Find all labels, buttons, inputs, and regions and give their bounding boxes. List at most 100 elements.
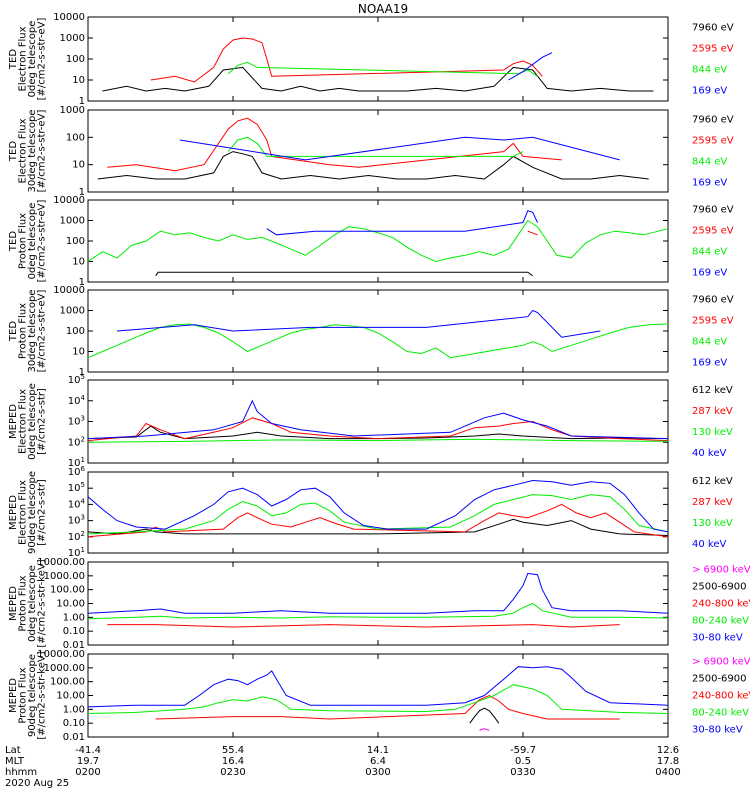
y-tick-label: 102 bbox=[68, 435, 85, 448]
series-30-80-kev-line bbox=[87, 666, 669, 708]
y-axis-label-line: [#/cm2-s-str-eV] bbox=[37, 290, 48, 373]
series-169-ev-line bbox=[116, 309, 601, 338]
series-40-kev-line bbox=[87, 479, 669, 533]
series-240-800-kev-line bbox=[155, 694, 620, 720]
y-tick-label: 1 bbox=[79, 277, 85, 288]
y-tick-label: 1000 bbox=[60, 306, 85, 317]
y-axis-label-line: TED bbox=[8, 141, 19, 162]
y-tick-label: 10.00 bbox=[56, 691, 85, 702]
y-tick-label: 104 bbox=[68, 497, 86, 510]
y-tick-label: 10000 bbox=[53, 285, 85, 296]
y-axis-label-line: MEPED bbox=[8, 495, 19, 530]
date-label: 2020 Aug 25 bbox=[5, 778, 69, 789]
panel-frame bbox=[87, 289, 669, 373]
x-tick-label-mlt: 16.4 bbox=[222, 756, 244, 767]
series--6900-kev-line bbox=[479, 728, 490, 731]
y-axis-label-line: 0deg telescope bbox=[27, 565, 38, 642]
y-tick-label: 1.00 bbox=[63, 612, 85, 623]
y-tick-label: 1 bbox=[79, 187, 85, 198]
series-2595-ev-line bbox=[527, 230, 538, 236]
y-tick-label: 10 bbox=[72, 160, 85, 171]
x-tick-label-lat: -59.7 bbox=[510, 745, 536, 756]
y-tick-label: 10000.00 bbox=[37, 557, 85, 568]
x-tick-label-mlt: 0.5 bbox=[515, 756, 531, 767]
y-axis-label-line: 0deg telescope bbox=[27, 203, 38, 280]
x-tick-label-mlt: 6.4 bbox=[370, 756, 386, 767]
y-tick-label: 1 bbox=[79, 96, 85, 107]
legend-entry: 844 eV bbox=[692, 157, 727, 168]
legend-entry: 130 keV bbox=[692, 427, 733, 438]
legend-entry: 2500-6900 bbox=[692, 674, 747, 685]
x-row-label-lat: Lat bbox=[5, 745, 21, 756]
legend-entry: 2595 eV bbox=[692, 316, 734, 327]
legend-entry: 40 keV bbox=[692, 448, 726, 459]
legend-entry: 169 eV bbox=[692, 178, 727, 189]
legend-entry: 169 eV bbox=[692, 358, 727, 369]
x-tick-label-mlt: 19.7 bbox=[77, 756, 99, 767]
series-240-800-kev-line bbox=[107, 624, 620, 628]
y-axis-label-line: 0deg telescope bbox=[27, 21, 38, 98]
legend-entry: 7960 eV bbox=[692, 115, 734, 126]
y-tick-label: 105 bbox=[68, 481, 85, 494]
y-axis-label-line: Proton Flux bbox=[18, 213, 29, 269]
x-tick-label-hhmm: 0300 bbox=[365, 767, 390, 778]
legend-entry: 612 keV bbox=[692, 476, 733, 487]
y-axis-label-line: Proton Flux bbox=[18, 667, 29, 723]
y-tick-label: 10000.00 bbox=[37, 649, 85, 660]
legend-entry: 240-800 keV bbox=[692, 599, 750, 610]
y-tick-label: 0.10 bbox=[63, 626, 85, 637]
y-axis-label-line: 30deg telescope bbox=[27, 109, 38, 192]
series-7960-ev-line bbox=[102, 66, 654, 92]
y-tick-label: 1000 bbox=[60, 105, 85, 116]
legend-entry: 80-240 keV bbox=[692, 708, 749, 719]
x-tick-label-hhmm: 0230 bbox=[220, 767, 245, 778]
y-tick-label: 100.00 bbox=[50, 677, 85, 688]
x-tick-label-lat: -41.4 bbox=[75, 745, 101, 756]
legend-entry: 30-80 keV bbox=[692, 725, 743, 736]
panel-frame bbox=[87, 471, 669, 554]
legend-entry: 287 keV bbox=[692, 406, 733, 417]
y-axis-label-line: Electron Flux bbox=[18, 118, 29, 183]
y-tick-label: 1000.00 bbox=[44, 571, 85, 582]
legend-entry: 7960 eV bbox=[692, 295, 734, 306]
series-169-ev-line bbox=[179, 136, 620, 161]
y-tick-label: 0.01 bbox=[63, 732, 85, 743]
legend-entry: 2595 eV bbox=[692, 226, 734, 237]
y-axis-label-line: TED bbox=[8, 231, 19, 252]
y-tick-label: 1000 bbox=[60, 216, 85, 227]
legend-entry: 130 keV bbox=[692, 518, 733, 529]
series-130-kev-line bbox=[87, 438, 669, 443]
y-axis-label-line: [#/cm2-s-str-eV] bbox=[37, 200, 48, 283]
panel-frame bbox=[87, 199, 669, 283]
y-axis-label-line: 0deg telescope bbox=[27, 383, 38, 460]
legend-entry: 844 eV bbox=[692, 247, 727, 258]
y-tick-label: 1 bbox=[79, 367, 85, 378]
series-7960-ev-line bbox=[97, 151, 649, 180]
panel-frame bbox=[87, 653, 669, 738]
y-tick-label: 100 bbox=[66, 54, 85, 65]
legend-entry: > 6900 keV bbox=[692, 657, 750, 668]
y-axis-label-line: MEPED bbox=[8, 678, 19, 713]
x-tick-label-hhmm: 0400 bbox=[655, 767, 680, 778]
legend-entry: 7960 eV bbox=[692, 205, 734, 216]
x-row-label-hhmm: hhmm bbox=[5, 767, 37, 778]
series-130-kev-line bbox=[87, 494, 669, 535]
x-row-label-mlt: MLT bbox=[5, 756, 25, 767]
series-287-kev-line bbox=[87, 417, 669, 442]
y-tick-label: 103 bbox=[68, 514, 85, 527]
legend-entry: 844 eV bbox=[692, 65, 727, 76]
legend-entry: > 6900 keV bbox=[692, 565, 750, 576]
x-tick-label-hhmm: 0330 bbox=[510, 767, 535, 778]
y-tick-label: 1000.00 bbox=[44, 663, 85, 674]
legend-entry: 612 keV bbox=[692, 385, 733, 396]
y-tick-label: 0.10 bbox=[63, 718, 85, 729]
y-axis-label-line: 90deg telescope bbox=[27, 471, 38, 554]
legend-entry: 287 keV bbox=[692, 497, 733, 508]
y-axis-label-line: Electron Flux bbox=[18, 480, 29, 545]
x-tick-label-hhmm: 0200 bbox=[75, 767, 100, 778]
